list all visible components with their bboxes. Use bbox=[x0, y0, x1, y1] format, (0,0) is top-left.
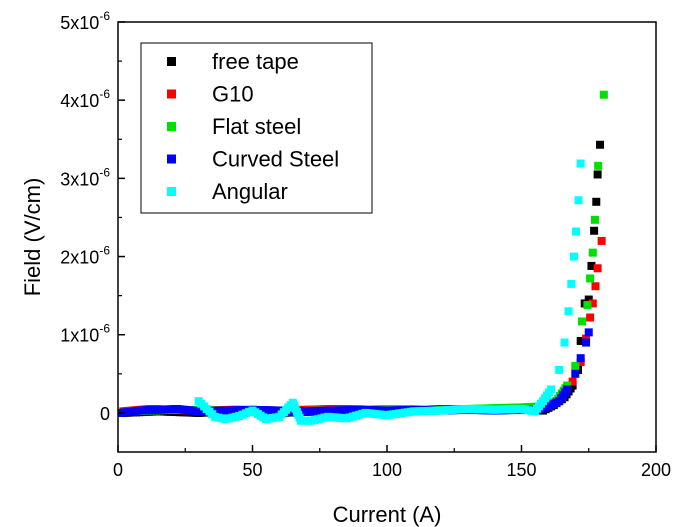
series-angular bbox=[194, 159, 585, 425]
data-point bbox=[593, 264, 602, 273]
legend-swatch bbox=[167, 187, 176, 196]
data-point bbox=[578, 317, 587, 326]
data-point bbox=[564, 307, 573, 316]
data-point bbox=[592, 197, 601, 206]
x-tick-label: 100 bbox=[372, 460, 402, 480]
data-point bbox=[571, 362, 580, 370]
y-tick-label: 1x10-6 bbox=[60, 322, 110, 346]
y-axis-title: Field (V/cm) bbox=[20, 178, 45, 297]
x-tick-label: 200 bbox=[641, 460, 671, 480]
x-axis-ticks: 0 50 100 150 200 bbox=[113, 445, 671, 480]
legend: free tape G10 Flat steel Curved Steel Angula… bbox=[140, 42, 373, 214]
legend-box bbox=[140, 42, 373, 214]
series-g10 bbox=[119, 236, 606, 416]
y-tick-label: 3x10-6 bbox=[60, 165, 110, 189]
data-point bbox=[593, 170, 602, 179]
legend-swatch bbox=[167, 154, 176, 164]
series-layer bbox=[118, 90, 608, 425]
legend-label: free tape bbox=[212, 49, 299, 74]
data-point bbox=[572, 227, 581, 236]
legend-swatch bbox=[167, 89, 176, 99]
y-tick-label: 0 bbox=[100, 404, 110, 424]
data-point bbox=[568, 377, 577, 386]
legend-label: Angular bbox=[212, 179, 288, 204]
data-point bbox=[576, 354, 585, 363]
data-point bbox=[588, 299, 597, 308]
data-point bbox=[574, 196, 583, 205]
data-point bbox=[590, 226, 599, 235]
data-point bbox=[584, 295, 593, 304]
data-point bbox=[591, 282, 600, 291]
data-point bbox=[586, 274, 595, 283]
legend-swatch bbox=[167, 122, 176, 131]
legend-label: G10 bbox=[212, 82, 254, 107]
x-axis-title: Current (A) bbox=[333, 502, 442, 527]
x-tick-label: 150 bbox=[506, 460, 536, 480]
data-point bbox=[582, 338, 591, 347]
data-point bbox=[555, 365, 564, 374]
data-point bbox=[563, 385, 572, 394]
data-point bbox=[596, 140, 605, 149]
y-tick-label: 5x10-6 bbox=[60, 9, 110, 33]
data-point bbox=[584, 328, 593, 337]
data-point bbox=[547, 385, 556, 394]
y-tick-label: 4x10-6 bbox=[60, 87, 110, 111]
data-point bbox=[569, 252, 578, 261]
legend-label: Flat steel bbox=[212, 114, 301, 139]
y-axis-ticks: 0 1x10-6 2x10-6 3x10-6 4x10-6 5x10-6 bbox=[60, 9, 125, 424]
legend-swatch bbox=[167, 57, 176, 66]
data-point bbox=[594, 161, 603, 170]
data-point bbox=[586, 313, 595, 322]
data-point bbox=[576, 336, 585, 345]
data-point bbox=[590, 215, 599, 224]
x-tick-label: 50 bbox=[242, 460, 262, 480]
data-point bbox=[597, 236, 606, 245]
data-point bbox=[588, 248, 597, 257]
legend-label: Curved Steel bbox=[212, 147, 339, 172]
x-tick-label: 0 bbox=[113, 460, 123, 480]
data-point bbox=[587, 261, 596, 270]
data-point bbox=[560, 338, 569, 347]
data-point bbox=[599, 90, 608, 99]
y-tick-label: 2x10-6 bbox=[60, 244, 110, 268]
data-point bbox=[571, 369, 580, 378]
data-point bbox=[567, 279, 576, 288]
data-point bbox=[583, 301, 592, 310]
data-point bbox=[576, 159, 585, 168]
